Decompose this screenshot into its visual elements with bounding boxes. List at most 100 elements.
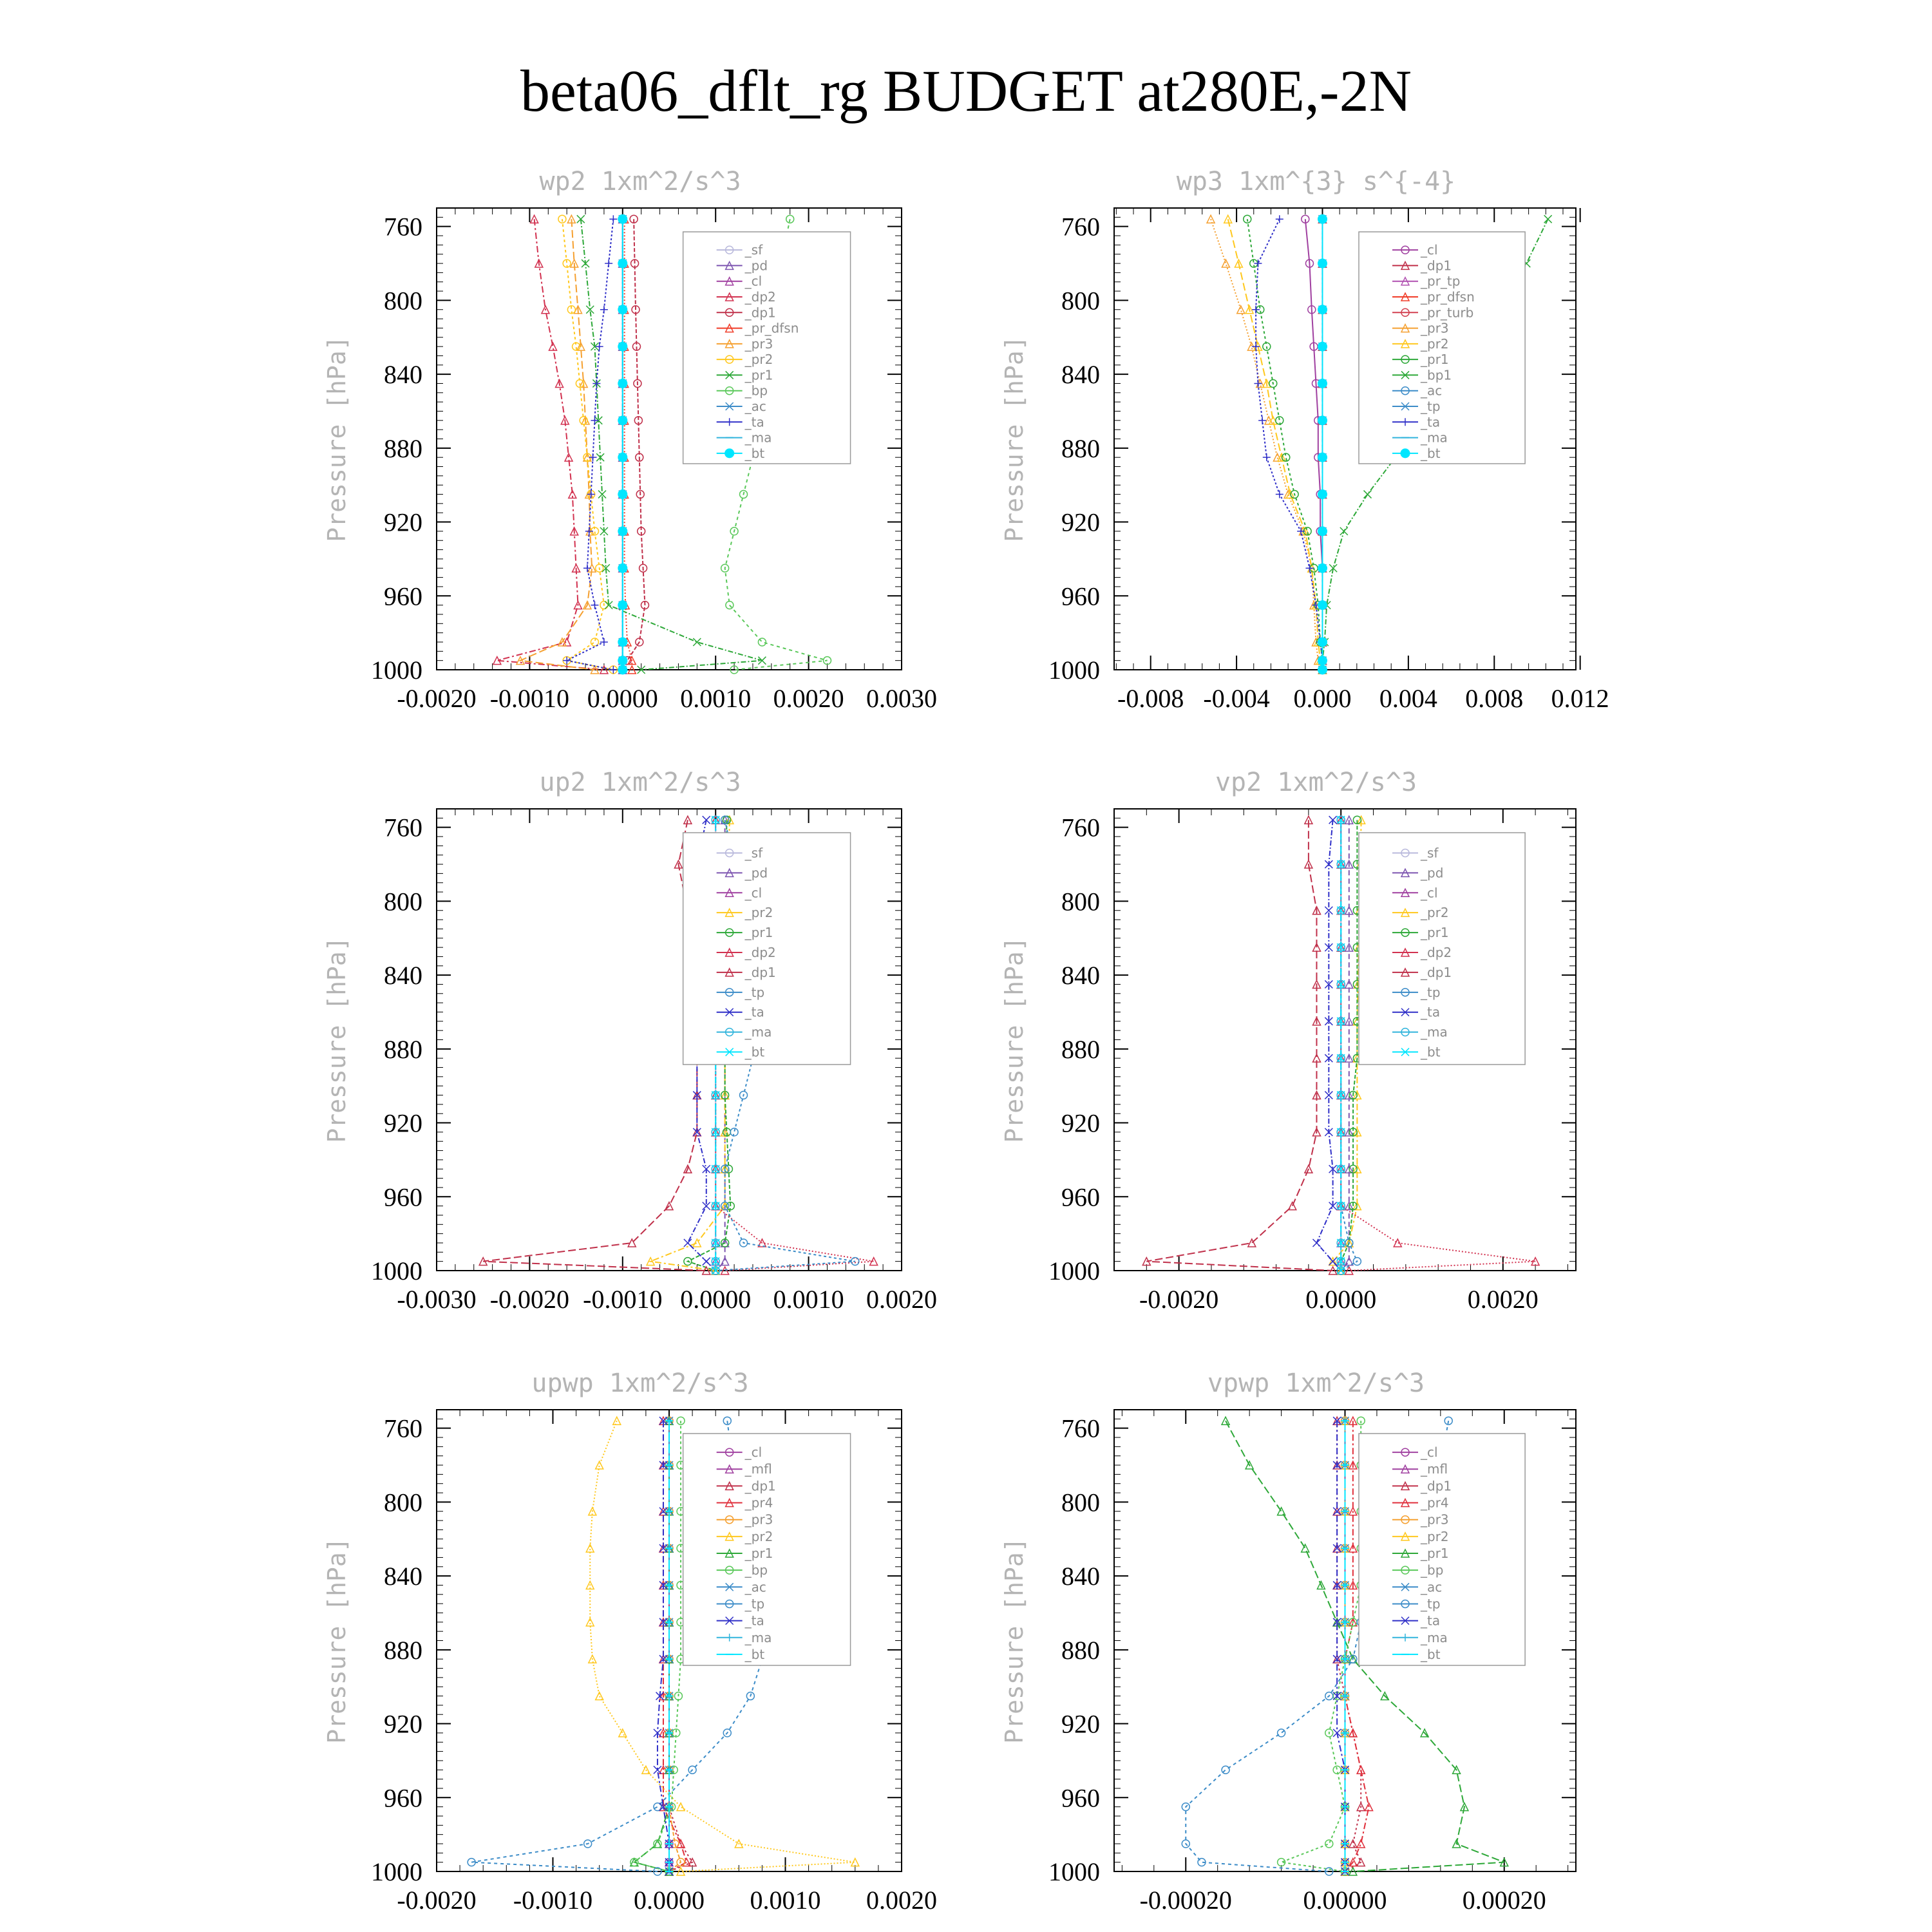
data-point (560, 415, 570, 425)
data-point (1324, 1017, 1333, 1026)
legend-marker (724, 1464, 734, 1473)
data-point (1254, 260, 1262, 268)
legend-entry: _bp (744, 1562, 768, 1578)
data-point (583, 1839, 592, 1848)
data-point (618, 1728, 628, 1738)
x-tick-label: 0.0020 (866, 1285, 937, 1314)
data-point (1247, 1238, 1257, 1247)
data-point (1364, 1801, 1374, 1812)
data-point (1197, 1857, 1206, 1867)
data-point (1303, 859, 1314, 869)
data-point (1305, 259, 1314, 268)
data-point (746, 1691, 755, 1701)
data-point (1332, 1416, 1341, 1425)
data-point (702, 1164, 711, 1173)
data-point (1181, 1802, 1191, 1812)
data-point (1336, 1238, 1345, 1247)
x-tick-label: -0.00020 (1140, 1886, 1232, 1915)
data-point (618, 665, 628, 675)
data-point (723, 1416, 732, 1425)
data-point (720, 564, 730, 573)
data-point (630, 1857, 639, 1867)
y-tick-label: 960 (1061, 582, 1100, 611)
data-point (702, 815, 711, 824)
data-point (599, 665, 609, 674)
data-point (1348, 1728, 1358, 1738)
data-point (600, 638, 608, 646)
data-point (579, 416, 588, 425)
series-line-dp1 (621, 219, 646, 670)
legend-marker (724, 1027, 734, 1037)
data-point (1300, 1543, 1310, 1553)
series-line-ta (1336, 1421, 1346, 1871)
data-point (594, 1460, 604, 1470)
data-point (1307, 305, 1316, 314)
x-tick-label: -0.0010 (583, 1285, 662, 1314)
data-point (631, 305, 640, 314)
x-tick-label: 0.00020 (1463, 1886, 1546, 1915)
y-tick-label: 1000 (371, 656, 422, 685)
y-tick-label: 1000 (1048, 1857, 1100, 1886)
x-tick-label: 0.00000 (1303, 1886, 1387, 1915)
x-tick-label: 0.0020 (773, 684, 844, 713)
legend-entry: _pr3 (1420, 321, 1449, 336)
legend-marker (724, 355, 734, 364)
legend-entry: _bp (1420, 1562, 1443, 1578)
panel-title: up2 1xm^2/s^3 (539, 768, 741, 797)
legend-marker (724, 339, 734, 348)
legend-marker (1401, 988, 1410, 997)
legend-marker (724, 1515, 734, 1524)
data-point (1352, 1164, 1362, 1174)
data-point (1324, 860, 1333, 869)
y-axis-label: Pressure [hPa] (323, 936, 351, 1142)
series-line-ta (565, 219, 614, 670)
data-point (869, 1256, 878, 1266)
data-point (720, 1164, 730, 1174)
data-point (609, 215, 618, 223)
legend-entry: _pr2 (744, 905, 773, 920)
data-point (1258, 416, 1267, 424)
data-point (1459, 1801, 1470, 1812)
data-point (653, 1728, 662, 1738)
data-point (590, 342, 600, 351)
data-point (739, 1238, 748, 1247)
y-axis-label: Pressure [hPa] (1000, 336, 1028, 542)
legend (682, 1433, 851, 1666)
data-point (1324, 906, 1333, 915)
data-point (645, 1256, 656, 1266)
data-point (1287, 1200, 1297, 1211)
data-point (1275, 215, 1283, 223)
legend-entry: _pr1 (744, 1546, 773, 1561)
data-point (627, 655, 637, 665)
legend-entry: _cl (1420, 885, 1438, 900)
data-point (569, 526, 579, 536)
y-tick-label: 880 (384, 1636, 422, 1665)
data-point (1348, 1839, 1358, 1848)
y-tick-label: 840 (384, 1562, 422, 1591)
data-point (1332, 1654, 1342, 1663)
series-line-tp (1340, 820, 1358, 1271)
legend-marker (724, 1548, 734, 1558)
data-point (1268, 415, 1278, 425)
data-point (659, 1803, 668, 1812)
data-point (1301, 214, 1310, 223)
legend-marker (725, 1048, 734, 1057)
data-point (1303, 1164, 1314, 1174)
data-point (1352, 1256, 1362, 1266)
data-point (585, 527, 593, 535)
y-tick-label: 960 (384, 582, 422, 611)
data-point (1290, 489, 1299, 499)
data-point (850, 1857, 860, 1867)
data-point (1336, 1266, 1345, 1275)
y-tick-label: 840 (1061, 961, 1100, 990)
series-line-pr1 (580, 219, 762, 670)
legend-marker (1400, 448, 1410, 459)
legend-marker (1401, 355, 1410, 364)
data-point (1275, 416, 1284, 425)
x-tick-label: 0.012 (1551, 684, 1609, 713)
data-point (676, 1416, 685, 1425)
legend-entry: _pr1 (1420, 1546, 1449, 1561)
series-line-tp (1185, 1421, 1450, 1872)
data-point (1325, 1728, 1334, 1738)
legend-marker (1400, 1548, 1410, 1558)
